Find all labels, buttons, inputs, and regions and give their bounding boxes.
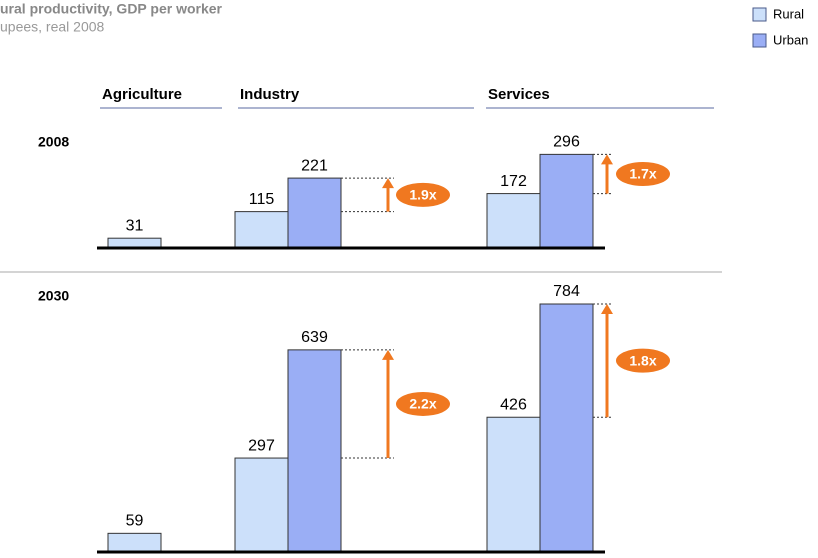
panel-label: 2008 — [38, 134, 69, 150]
panel-label: 2030 — [38, 288, 69, 304]
arrow-head — [601, 154, 613, 165]
ratio-badge — [616, 161, 670, 186]
value-label: 426 — [500, 396, 527, 413]
arrow-head — [382, 349, 394, 360]
ratio-badge — [616, 348, 670, 373]
legend-swatch — [752, 33, 767, 48]
value-label: 172 — [500, 173, 527, 190]
value-label: 115 — [249, 191, 275, 208]
ratio-label: 2.2x — [409, 396, 436, 412]
value-label: 297 — [248, 437, 275, 454]
bar — [234, 211, 289, 249]
chart-subtitle: upees, real 2008 — [0, 19, 105, 35]
legend-swatch — [752, 7, 767, 22]
ratio-label: 1.8x — [629, 352, 656, 368]
ratio-badge — [396, 182, 450, 207]
arrow-head — [601, 304, 613, 314]
bar — [486, 416, 541, 553]
bar — [107, 532, 162, 553]
legend-label: Rural — [773, 6, 804, 21]
category-label: Agriculture — [102, 86, 182, 103]
bar — [486, 193, 541, 249]
bar — [539, 153, 594, 249]
bar — [539, 303, 594, 553]
value-label: 784 — [553, 283, 580, 300]
bar — [287, 349, 342, 553]
value-label: 639 — [301, 329, 328, 346]
ratio-label: 1.9x — [409, 187, 436, 203]
value-label: 59 — [126, 513, 144, 530]
bar — [287, 177, 342, 249]
value-label: 31 — [126, 217, 144, 234]
bar — [234, 457, 289, 553]
legend-label: Urban — [773, 32, 808, 47]
category-label: Industry — [240, 86, 300, 103]
value-label: 221 — [301, 157, 328, 174]
arrow-head — [382, 178, 394, 189]
value-label: 296 — [553, 134, 580, 151]
chart-title: ural productivity, GDP per worker — [0, 1, 223, 17]
ratio-badge — [396, 391, 450, 416]
ratio-label: 1.7x — [629, 166, 656, 182]
category-label: Services — [488, 86, 550, 103]
